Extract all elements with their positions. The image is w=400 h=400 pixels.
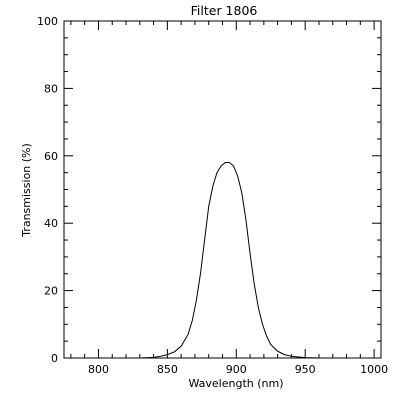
x-tick-label: 1000: [360, 363, 388, 376]
y-tick-label: 40: [44, 217, 58, 230]
y-tick-label: 80: [44, 82, 58, 95]
y-tick-label: 20: [44, 285, 58, 298]
y-tick-label: 100: [37, 15, 58, 28]
series-line-0: [139, 162, 347, 359]
chart-title: Filter 1806: [191, 3, 258, 18]
y-tick-label: 60: [44, 150, 58, 163]
axis-ticks: [64, 20, 381, 359]
plot-frame: [63, 20, 382, 359]
tick-labels: 800 850 900 950 1000 0 20 40 60 80 100: [37, 15, 388, 376]
x-tick-label: 850: [157, 363, 178, 376]
x-tick-label: 900: [226, 363, 247, 376]
x-axis-title: Wavelength (nm): [188, 377, 283, 390]
y-axis-title: Transmission (%): [20, 143, 33, 238]
x-tick-label: 800: [88, 363, 109, 376]
x-tick-label: 950: [295, 363, 316, 376]
series-group: [139, 162, 347, 359]
y-tick-label: 0: [51, 352, 58, 365]
